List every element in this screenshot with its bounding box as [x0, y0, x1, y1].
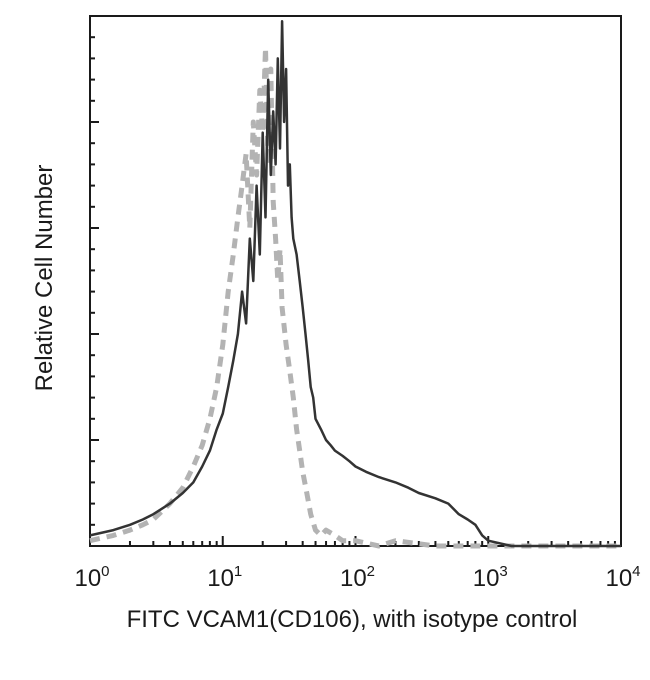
x-axis-label: FITC VCAM1(CD106), with isotype control	[127, 606, 578, 633]
x-tick-label: 101	[207, 563, 242, 592]
x-tick-label: 102	[340, 563, 375, 592]
x-tick-label: 104	[605, 563, 640, 592]
x-tick-labels: 100 101 102 103 104	[74, 563, 640, 592]
vcam1-series	[89, 20, 621, 548]
series-layer	[89, 20, 621, 549]
x-tick-label: 103	[473, 563, 508, 592]
x-tick-label: 100	[74, 563, 109, 592]
y-axis-ticks	[90, 15, 99, 547]
y-axis-label: Relative Cell Number	[31, 165, 58, 392]
isotype-control-series	[89, 45, 621, 549]
